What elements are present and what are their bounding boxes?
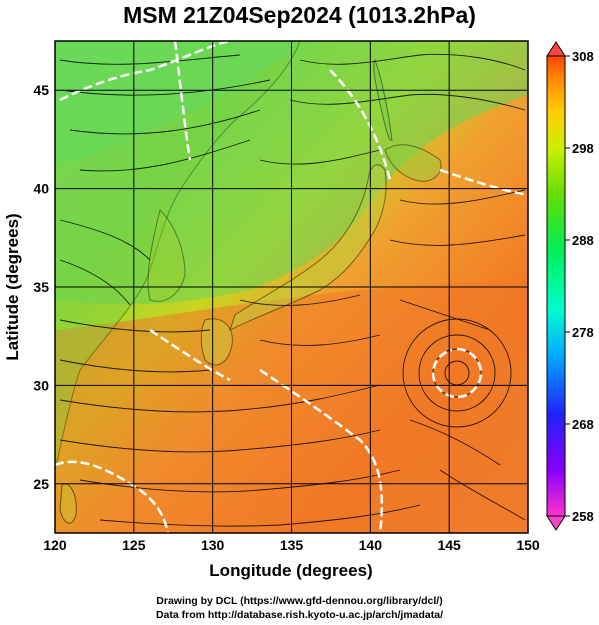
plot-frame — [54, 40, 529, 534]
colorbar-tick-label: 308 — [572, 49, 594, 64]
colorbar-scale — [546, 55, 566, 517]
asia-mainland — [55, 41, 301, 471]
lat-tick-label: 30 — [33, 377, 49, 393]
lat-tick-label: 25 — [33, 476, 49, 492]
colorbar: 308 298 288 278 268 258 — [546, 41, 594, 531]
credit-drawing: Drawing by DCL (https://www.gfd-dennou.o… — [156, 595, 443, 607]
credit-data-source: Data from http://database.rish.kyoto-u.a… — [155, 609, 444, 621]
colorbar-bottom-arrow — [546, 515, 566, 531]
colorbar-tick-label: 278 — [572, 325, 594, 340]
longitude-tick-labels: 120 125 130 135 140 145 150 — [43, 537, 540, 553]
lon-tick-label: 125 — [122, 537, 146, 553]
y-axis-title: Latitude (degrees) — [3, 213, 22, 360]
credits: Drawing by DCL (https://www.gfd-dennou.o… — [0, 594, 599, 622]
lat-tick-label: 45 — [33, 82, 49, 98]
korean-peninsula — [147, 209, 186, 302]
lon-tick-label: 140 — [359, 537, 383, 553]
colorbar-tick-label: 288 — [572, 233, 594, 248]
colorbar-top-arrow — [546, 41, 566, 57]
lon-tick-label: 150 — [516, 537, 540, 553]
lat-tick-label: 35 — [33, 279, 49, 295]
sakhalin-island — [373, 58, 393, 141]
lon-tick-label: 130 — [201, 537, 225, 553]
colorbar-tick-label: 258 — [572, 509, 594, 524]
lat-tick-label: 40 — [33, 181, 49, 197]
chart-title: MSM 21Z04Sep2024 (1013.2hPa) — [123, 2, 476, 28]
latitude-tick-labels: 25 30 35 40 45 — [33, 82, 49, 492]
x-axis-title: Longitude (degrees) — [209, 561, 372, 580]
isotherm-contours — [55, 41, 528, 533]
lat-lon-grid — [55, 41, 528, 533]
colorbar-tick-label: 268 — [572, 417, 594, 432]
map-figure: 120 125 130 135 140 145 150 25 30 35 40 45 Longitu… — [3, 40, 594, 580]
lon-tick-label: 135 — [280, 537, 304, 553]
lon-tick-label: 120 — [43, 537, 67, 553]
colorbar-tick-label: 298 — [572, 141, 594, 156]
lon-tick-label: 145 — [437, 537, 461, 553]
taiwan-island — [59, 483, 77, 524]
japan-hokkaido — [384, 144, 442, 182]
